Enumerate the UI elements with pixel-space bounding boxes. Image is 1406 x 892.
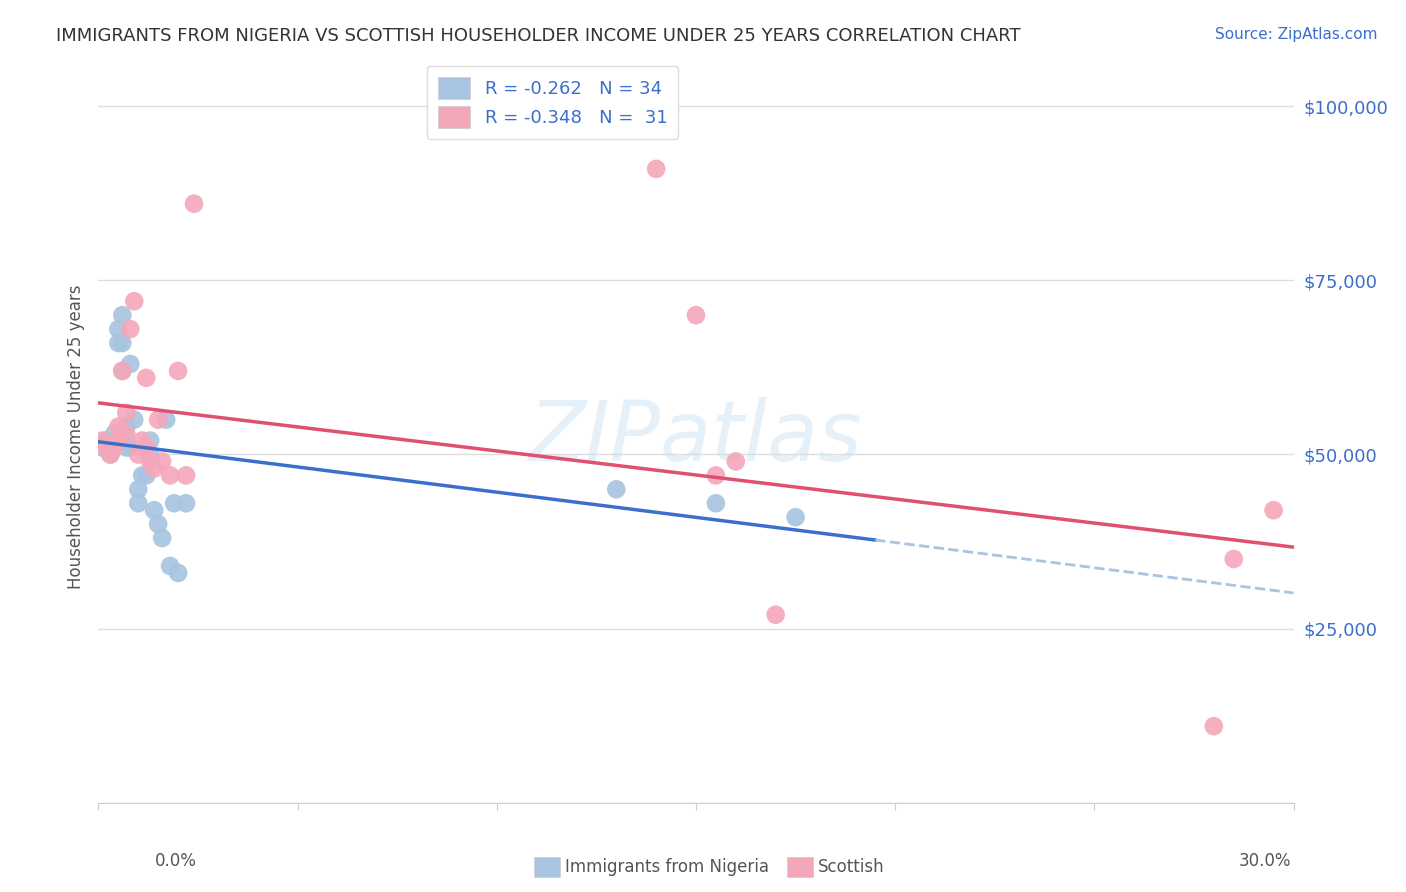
Point (91, 441, 114, 455)
Point (115, 441, 138, 455)
Point (103, 441, 125, 455)
Point (131, 468, 153, 483)
Point (107, 336, 129, 351)
Point (150, 531, 173, 545)
Point (135, 468, 157, 483)
Point (167, 566, 190, 580)
Point (645, 161, 668, 176)
Point (724, 454, 747, 468)
Point (167, 364, 190, 378)
Point (115, 426, 138, 441)
Point (120, 441, 142, 455)
Point (174, 496, 197, 510)
Point (1263, 503, 1285, 517)
Point (107, 419, 129, 434)
Point (107, 434, 129, 448)
Point (120, 322, 142, 336)
Point (183, 196, 205, 211)
Point (155, 412, 177, 426)
Point (91, 434, 114, 448)
Point (120, 357, 142, 371)
Point (115, 406, 138, 420)
Point (765, 607, 787, 622)
Point (103, 437, 125, 451)
Point (159, 558, 181, 573)
Text: IMMIGRANTS FROM NIGERIA VS SCOTTISH HOUSEHOLDER INCOME UNDER 25 YEARS CORRELATIO: IMMIGRANTS FROM NIGERIA VS SCOTTISH HOUS… (56, 27, 1021, 45)
Text: Source: ZipAtlas.com: Source: ZipAtlas.com (1215, 27, 1378, 42)
Point (115, 419, 138, 434)
Point (139, 434, 162, 448)
Point (143, 503, 166, 517)
Text: 30.0%: 30.0% (1239, 852, 1292, 870)
Point (98, 448, 122, 462)
Text: ZIPatlas: ZIPatlas (529, 397, 863, 477)
Point (605, 483, 627, 497)
Point (135, 441, 157, 455)
Point (135, 371, 157, 385)
Point (159, 468, 181, 483)
Point (1202, 719, 1225, 733)
Text: Scottish: Scottish (818, 858, 884, 876)
Point (127, 448, 149, 462)
Point (150, 454, 173, 468)
Point (115, 434, 138, 448)
Point (163, 496, 186, 510)
Point (111, 308, 134, 322)
Point (107, 322, 129, 336)
Point (148, 412, 170, 426)
Point (96, 441, 118, 455)
Point (124, 294, 146, 309)
Text: Immigrants from Nigeria: Immigrants from Nigeria (565, 858, 769, 876)
Point (111, 364, 134, 378)
Text: 0.0%: 0.0% (155, 852, 197, 870)
Point (98, 448, 122, 462)
Point (96, 434, 118, 448)
Point (1223, 552, 1246, 566)
Legend: R = -0.262   N = 34, R = -0.348   N =  31: R = -0.262 N = 34, R = -0.348 N = 31 (427, 66, 678, 138)
Point (785, 510, 807, 524)
Point (704, 496, 727, 510)
Point (103, 426, 125, 441)
Point (685, 308, 707, 322)
Point (139, 454, 162, 468)
Point (111, 364, 134, 378)
Point (127, 483, 149, 497)
Point (143, 461, 166, 475)
Point (139, 448, 162, 462)
Point (111, 336, 134, 351)
Point (704, 468, 727, 483)
Y-axis label: Householder Income Under 25 years: Householder Income Under 25 years (66, 285, 84, 590)
Point (174, 468, 197, 483)
Point (124, 412, 146, 426)
Point (98, 444, 122, 458)
Point (127, 496, 149, 510)
Point (131, 434, 153, 448)
Point (148, 517, 170, 532)
